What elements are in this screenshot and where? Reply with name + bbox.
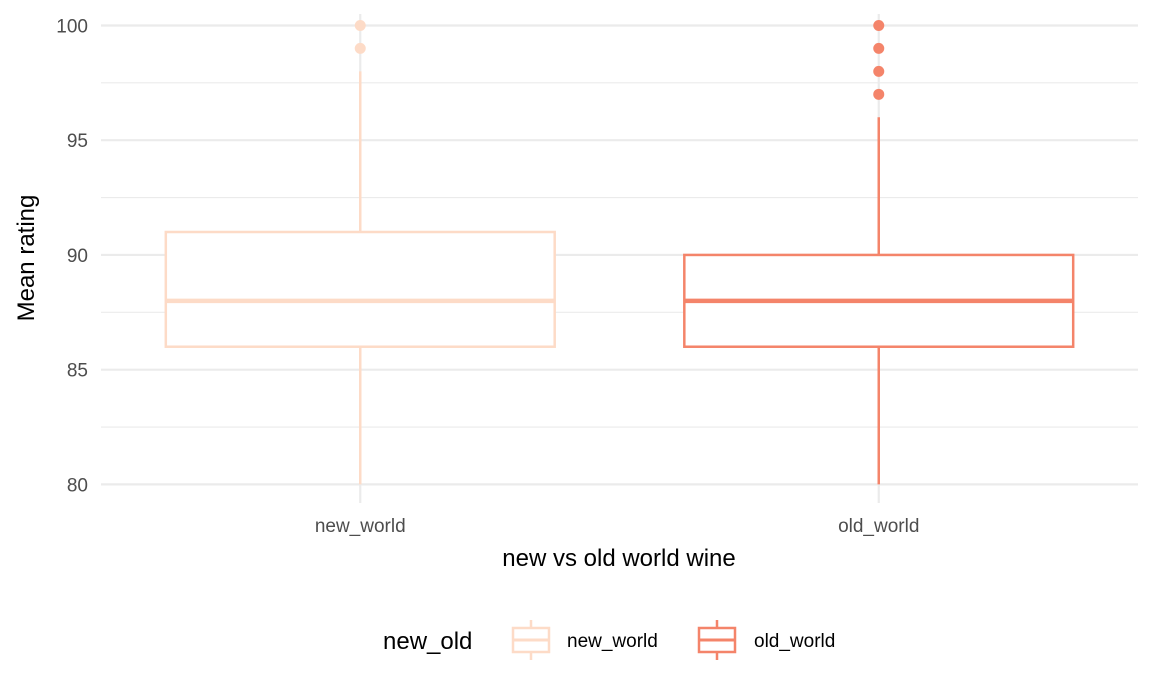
y-axis: 80 85 90 95 100 (56, 16, 88, 496)
box-layer (164, 19, 1075, 485)
x-tick-label: old_world (838, 516, 919, 537)
legend-label: old_world (754, 631, 835, 652)
legend-title: new_old (383, 628, 472, 655)
y-tick-label: 95 (67, 131, 88, 152)
x-axis-title: new vs old world wine (502, 545, 735, 572)
outlier-point (873, 42, 885, 54)
outlier-point (873, 19, 885, 31)
outlier-point (354, 42, 366, 54)
x-tick-label: new_world (315, 516, 406, 537)
outlier-point (873, 88, 885, 100)
y-axis-title: Mean rating (13, 195, 40, 322)
legend: new_old new_world old_world (383, 620, 835, 660)
x-axis: new_world old_world (315, 516, 920, 537)
legend-item-new-world: new_world (511, 620, 658, 660)
box-iqr (164, 230, 556, 348)
y-tick-label: 80 (67, 475, 88, 496)
boxplot-new-world (164, 19, 556, 485)
y-tick-label: 90 (67, 246, 88, 267)
y-tick-label: 100 (56, 16, 88, 37)
outlier-point (354, 19, 366, 31)
outlier-point (873, 65, 885, 77)
y-tick-label: 85 (67, 361, 88, 382)
legend-label: new_world (567, 631, 658, 652)
legend-item-old-world: old_world (697, 620, 835, 660)
boxplot-old-world (683, 19, 1075, 485)
